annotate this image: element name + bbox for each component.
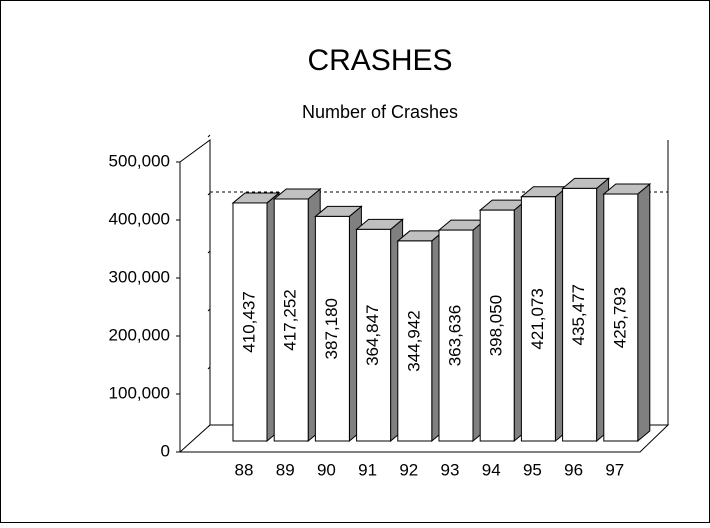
bar — [397, 240, 433, 442]
x-tick-label: 96 — [564, 460, 583, 479]
value-label: 398,050 — [487, 295, 506, 356]
wall-tick — [207, 424, 211, 428]
x-tick-label: 91 — [358, 460, 377, 479]
value-label: 435,477 — [569, 284, 588, 345]
value-label: 364,847 — [363, 304, 382, 365]
bar — [520, 196, 556, 442]
x-tick-label: 93 — [441, 460, 460, 479]
x-tick-label: 97 — [605, 460, 624, 479]
y-tick-label: 400,000 — [109, 209, 170, 228]
x-tick-label: 90 — [317, 460, 336, 479]
x-tick-label: 88 — [235, 460, 254, 479]
bar — [562, 187, 598, 442]
bar — [314, 215, 350, 442]
y-tick-label: 0 — [161, 441, 170, 460]
bar — [356, 228, 392, 442]
value-label: 363,636 — [445, 305, 464, 366]
wall-tick — [207, 134, 211, 138]
x-tick-label: 95 — [523, 460, 542, 479]
chart-title: CRASHES — [307, 44, 452, 77]
left-wall — [179, 139, 211, 453]
chart-subtitle: Number of Crashes — [302, 102, 458, 122]
bar — [479, 209, 515, 442]
value-label: 344,942 — [404, 310, 423, 371]
y-tick-label: 200,000 — [109, 325, 170, 344]
value-label: 417,252 — [281, 289, 300, 350]
value-label: 421,073 — [528, 288, 547, 349]
value-label: 425,793 — [610, 287, 629, 348]
y-tick-label: 500,000 — [109, 151, 170, 170]
wall-tick — [207, 250, 211, 254]
bar — [603, 193, 639, 442]
bar — [273, 198, 309, 442]
bar — [232, 202, 268, 442]
y-tick-label: 300,000 — [109, 267, 170, 286]
wall-tick — [207, 366, 211, 370]
x-tick-label: 94 — [482, 460, 501, 479]
y-tick-label: 100,000 — [109, 383, 170, 402]
bar — [438, 229, 474, 442]
x-tick-label: 89 — [276, 460, 295, 479]
x-tick-label: 92 — [399, 460, 418, 479]
wall-tick — [207, 192, 211, 196]
value-label: 387,180 — [322, 298, 341, 359]
wall-tick — [207, 308, 211, 312]
bar-side — [637, 182, 651, 443]
value-label: 410,437 — [239, 291, 258, 352]
